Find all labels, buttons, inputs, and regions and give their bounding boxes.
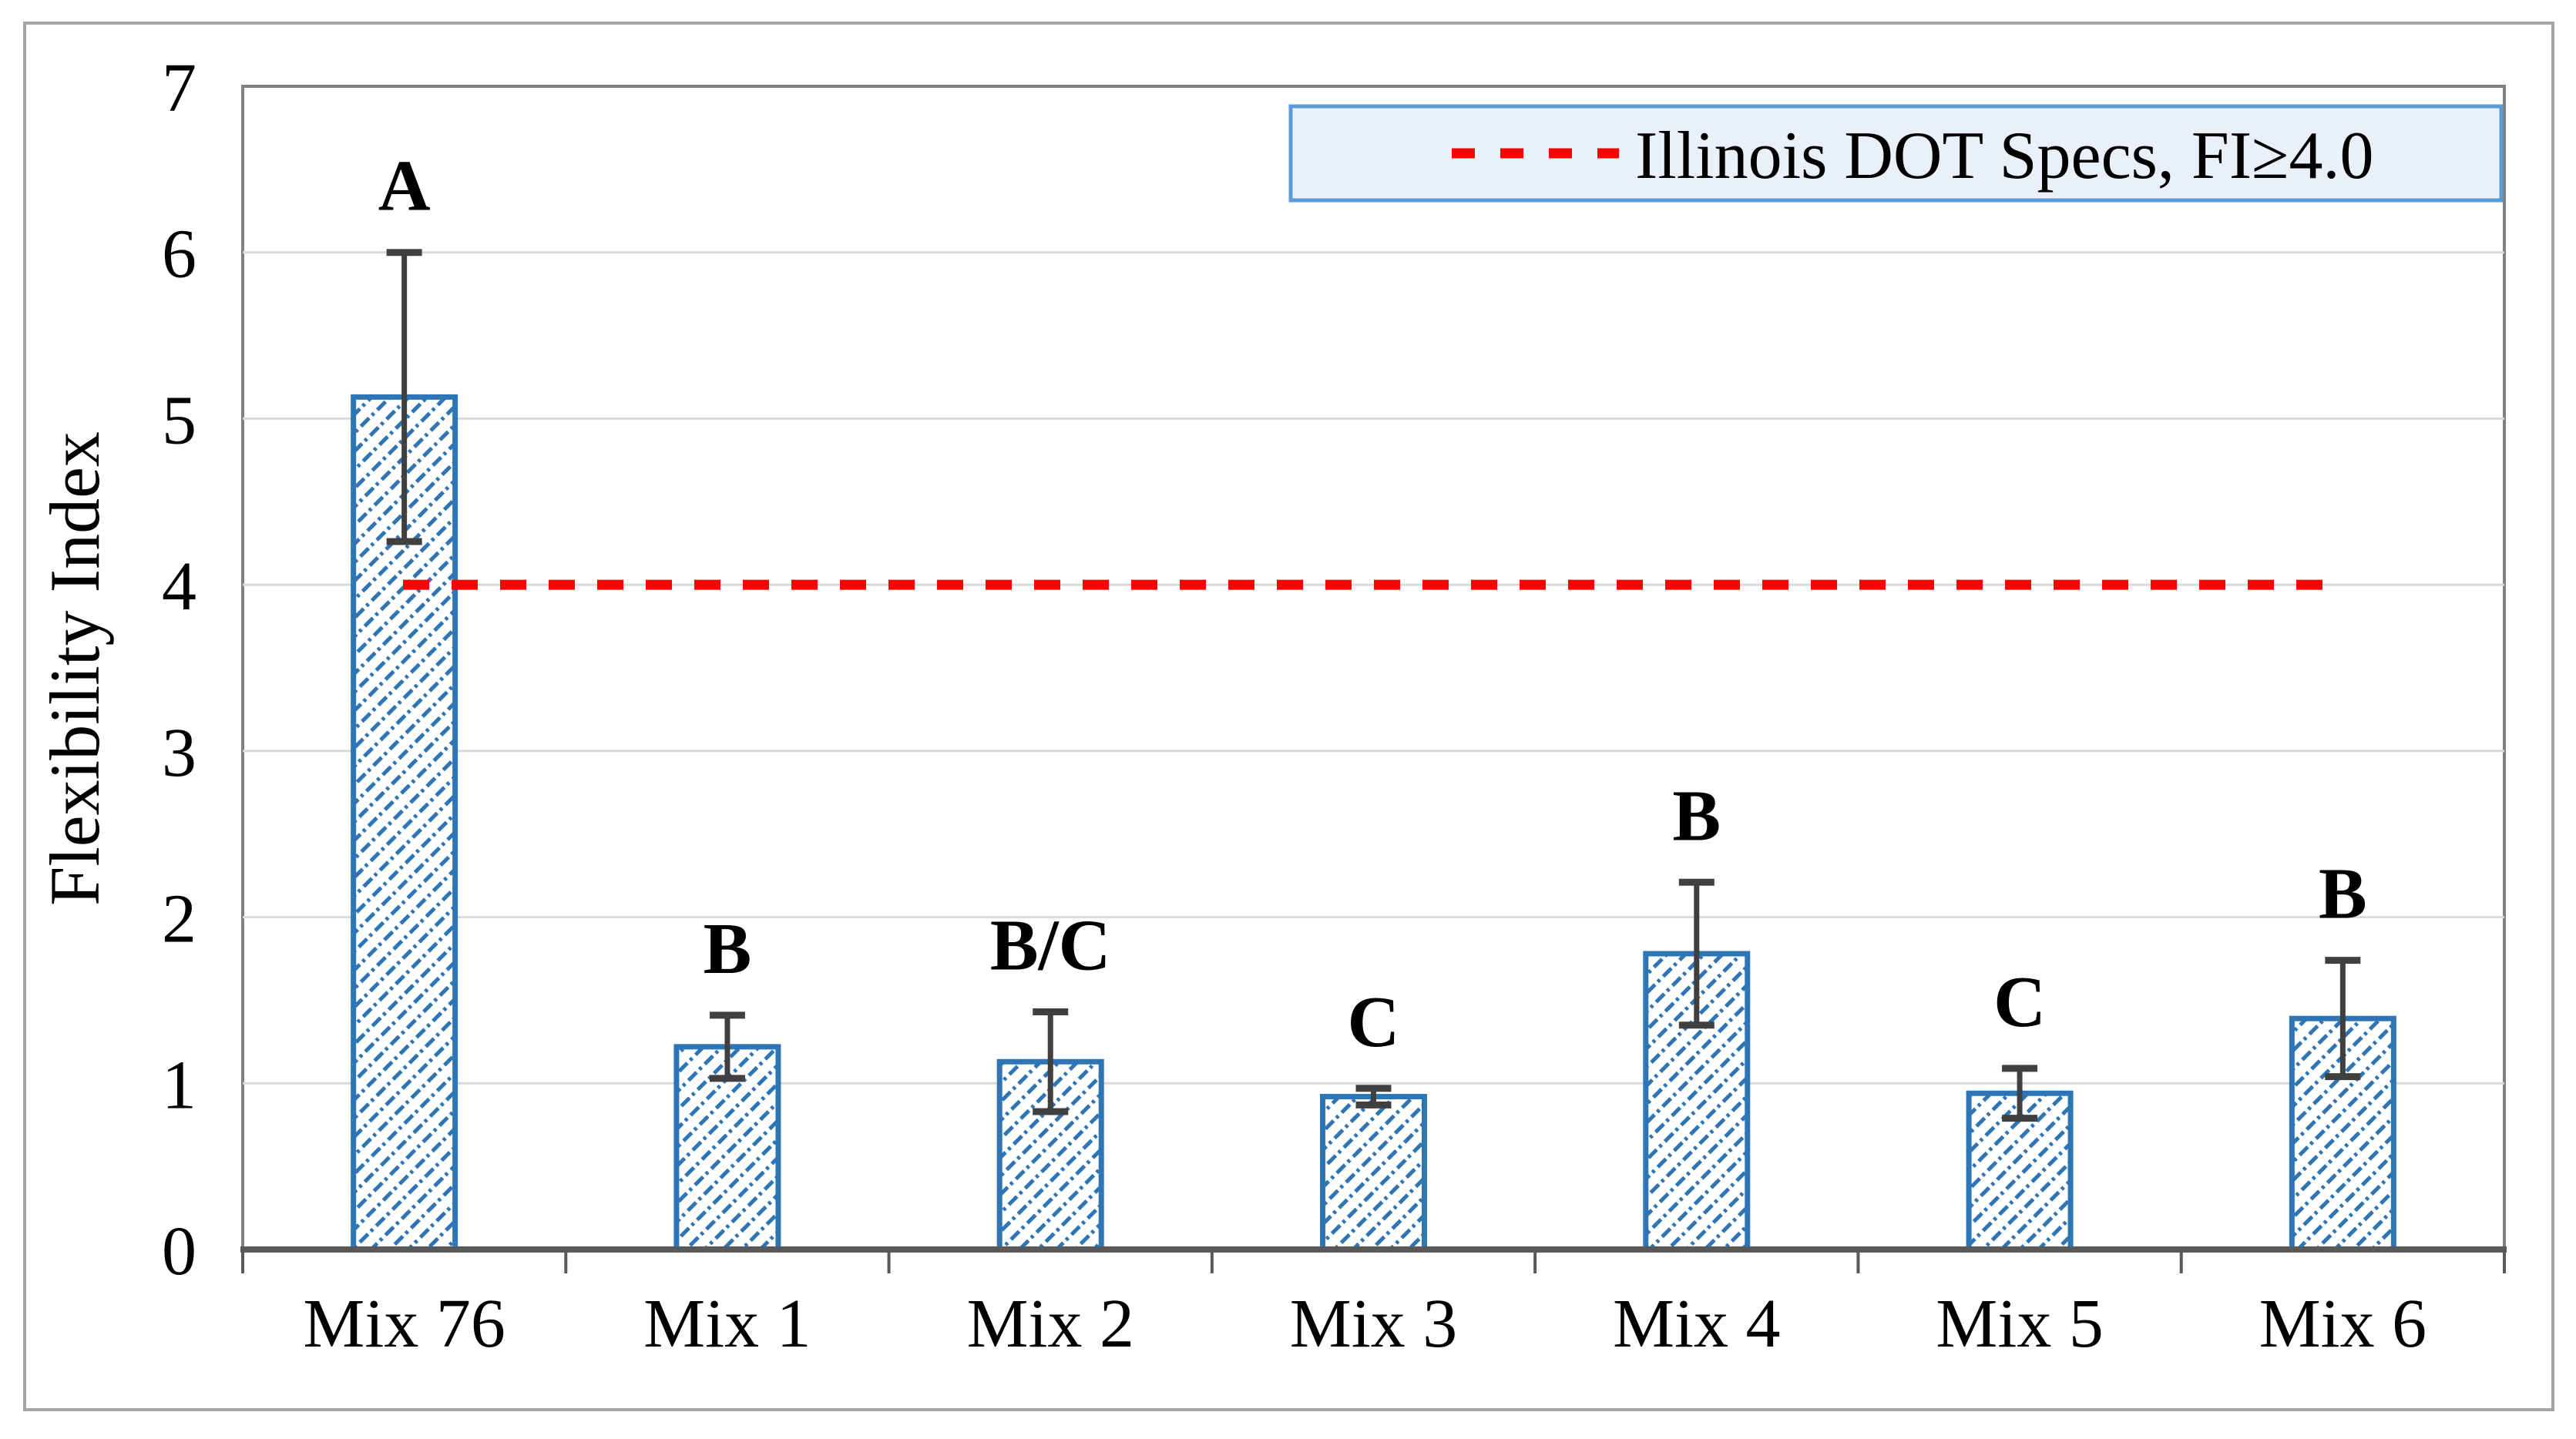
x-label-mix-2: Mix 2: [966, 1286, 1134, 1362]
significance-letter-mix-3: C: [1348, 982, 1400, 1062]
y-axis-title: Flexibility Index: [35, 431, 114, 906]
y-axis-tick-labels: 0 1 2 3 4 5 6 7: [162, 50, 196, 1290]
significance-letter-mix-1: B: [704, 909, 752, 989]
gridlines: [243, 251, 2504, 1085]
figure-border: [23, 22, 2554, 1411]
significance-letter-mix-76: A: [378, 146, 431, 226]
error-bar-mix-1: [709, 1011, 745, 1082]
error-bar-mix-4: [1678, 878, 1715, 1029]
error-bar-mix-5: [2002, 1065, 2038, 1122]
x-label-mix-5: Mix 5: [1936, 1286, 2104, 1362]
error-bar-mix-3: [1355, 1085, 1392, 1109]
x-label-mix-1: Mix 1: [643, 1286, 811, 1362]
significance-letter-mix-2: B/C: [990, 906, 1111, 986]
y-tick-label-3: 3: [162, 715, 196, 791]
y-tick-label-4: 4: [162, 548, 196, 625]
error-bar-mix-6: [2325, 957, 2361, 1081]
x-label-mix-6: Mix 6: [2259, 1286, 2427, 1362]
legend-box: [1288, 104, 2504, 203]
x-label-mix-76: Mix 76: [303, 1286, 505, 1362]
legend: Illinois DOT Specs, FI≥4.0: [1288, 104, 2504, 203]
bar-mix-2: [996, 1058, 1104, 1253]
y-tick-label-6: 6: [162, 216, 196, 293]
x-category-labels: Mix 76 Mix 1 Mix 2 Mix 3 Mix 4 Mix 5 Mix 6: [303, 1286, 2427, 1362]
y-tick-label-7: 7: [162, 50, 196, 126]
y-tick-label-0: 0: [162, 1213, 196, 1290]
significance-letter-mix-5: C: [1993, 962, 2046, 1042]
y-tick-label-5: 5: [162, 382, 196, 458]
significance-letter-mix-6: B: [2319, 854, 2367, 934]
x-label-mix-3: Mix 3: [1290, 1286, 1458, 1362]
y-tick-label-2: 2: [162, 881, 196, 958]
legend-label: Illinois DOT Specs, FI≥4.0: [1635, 119, 2373, 193]
error-bar-mix-76: [386, 249, 422, 545]
significance-letters: A B B/C C B C B: [378, 146, 2367, 1062]
x-label-mix-4: Mix 4: [1613, 1286, 1781, 1362]
x-axis-tick-marks: [241, 1252, 2506, 1273]
error-bar-mix-2: [1033, 1008, 1069, 1115]
error-bars: [386, 249, 2361, 1122]
y-tick-label-1: 1: [162, 1047, 196, 1123]
bar-mix-3: [1320, 1094, 1427, 1253]
significance-letter-mix-4: B: [1672, 776, 1721, 856]
plot-area-border: [241, 85, 2506, 1251]
bars: [351, 394, 2396, 1253]
